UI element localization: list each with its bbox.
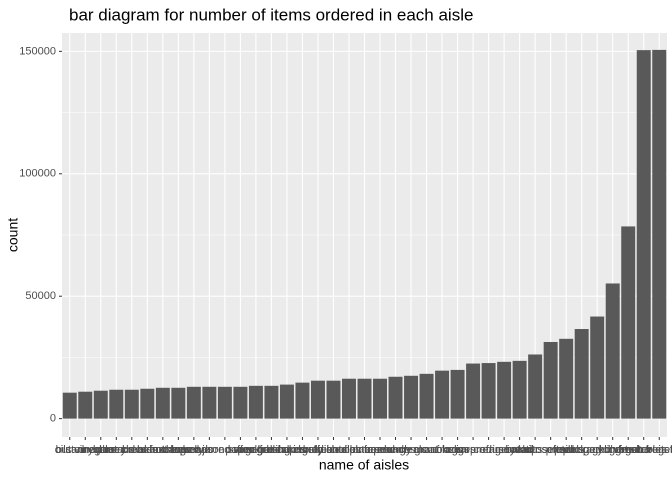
bar <box>186 386 201 419</box>
x-tick-label: chips pretzels <box>517 444 585 456</box>
bar <box>419 373 434 419</box>
x-tick-label: packaged cheese <box>554 444 640 456</box>
x-tick-label: canned jarred vegetables <box>163 444 287 456</box>
chart-title: bar diagram for number of items ordered … <box>69 5 473 24</box>
bar <box>450 369 465 419</box>
y-tick-label: 150000 <box>19 45 56 57</box>
x-tick-label: breakfast bakery <box>122 444 204 456</box>
bar <box>93 390 108 419</box>
bar <box>109 389 124 419</box>
x-tick-label: fresh herbs <box>259 444 315 456</box>
x-tick-label: eggs <box>446 444 470 456</box>
bar <box>652 49 667 419</box>
x-tick-label: cereal <box>365 444 395 456</box>
x-tick-label: fresh vegetables <box>619 444 672 456</box>
bar <box>140 388 155 419</box>
bar <box>233 386 248 419</box>
x-axis-label: name of aisles <box>319 457 409 473</box>
x-tick-label: energy granola bars <box>378 444 476 456</box>
x-tick-label: yogurt <box>597 444 628 456</box>
bar <box>543 341 558 419</box>
x-tick-label: fresh fruits <box>618 444 670 456</box>
bar <box>357 378 372 419</box>
bar <box>512 360 527 419</box>
y-tick-label: 100000 <box>19 168 56 180</box>
bar <box>279 384 294 419</box>
bar <box>342 378 356 419</box>
x-tick-label: crackers <box>421 444 463 456</box>
x-tick-label: milk <box>556 444 576 456</box>
x-tick-label: oils vinegars <box>55 444 117 456</box>
bar <box>171 387 186 419</box>
bar <box>217 386 232 419</box>
bar <box>435 370 450 419</box>
bar <box>621 226 636 419</box>
x-tick-label: soup broth bouillon <box>271 444 364 456</box>
x-tick-label: other creams cheeses <box>93 444 202 456</box>
bar <box>124 389 139 419</box>
x-tick-label: tea <box>171 444 187 456</box>
x-tick-label: paper goods <box>225 444 287 456</box>
x-tick-label: cookies cakes <box>237 444 307 456</box>
x-tick-label: candy chocolate <box>294 444 374 456</box>
bar <box>590 316 605 419</box>
bar <box>574 329 589 419</box>
bar <box>497 361 512 419</box>
x-tick-label: canned meals beans <box>66 444 168 456</box>
bar <box>295 382 310 419</box>
y-tick-label: 50000 <box>25 290 56 302</box>
bar <box>62 392 77 419</box>
bar <box>466 363 481 419</box>
x-tick-label: butter <box>56 444 84 456</box>
x-tick-label: lunch meat <box>384 444 438 456</box>
x-tick-label: fresh dips tapenades <box>313 444 416 456</box>
x-tick-label: juice nectars <box>317 444 380 456</box>
x-tick-label: frozen meals <box>364 444 427 456</box>
bar <box>326 380 341 419</box>
bar <box>404 375 419 419</box>
x-tick-label: bakery desserts <box>93 444 171 456</box>
bar <box>310 380 325 419</box>
y-tick-label: 0 <box>50 413 56 425</box>
bar <box>248 385 263 419</box>
bar <box>636 50 651 419</box>
bar <box>528 354 543 419</box>
y-axis-label: count <box>5 218 21 252</box>
x-tick-label: frozen produce <box>436 444 509 456</box>
bar <box>202 386 217 419</box>
x-tick-label: soy lactosefree <box>498 444 572 456</box>
bar <box>388 376 403 419</box>
x-tick-label: packaged vegetables fruits <box>563 444 672 456</box>
bar <box>78 391 93 419</box>
x-tick-label: bread <box>506 444 534 456</box>
x-tick-label: refrigerated <box>476 444 532 456</box>
bar <box>605 283 620 419</box>
x-tick-label: dry pasta <box>78 444 124 456</box>
bar <box>481 363 496 419</box>
x-tick-label: coffee <box>226 444 256 456</box>
bar <box>559 338 574 419</box>
x-tick-label: ice cream ice <box>456 444 521 456</box>
bar <box>155 387 170 419</box>
bar <box>373 378 387 419</box>
x-tick-label: hot dogs bacon sausage <box>149 444 269 456</box>
x-tick-label: baking ingredients <box>258 444 348 456</box>
bar <box>264 385 279 419</box>
x-tick-label: water seltzer sparkling water <box>511 444 652 456</box>
x-tick-label: spreads <box>174 444 214 456</box>
